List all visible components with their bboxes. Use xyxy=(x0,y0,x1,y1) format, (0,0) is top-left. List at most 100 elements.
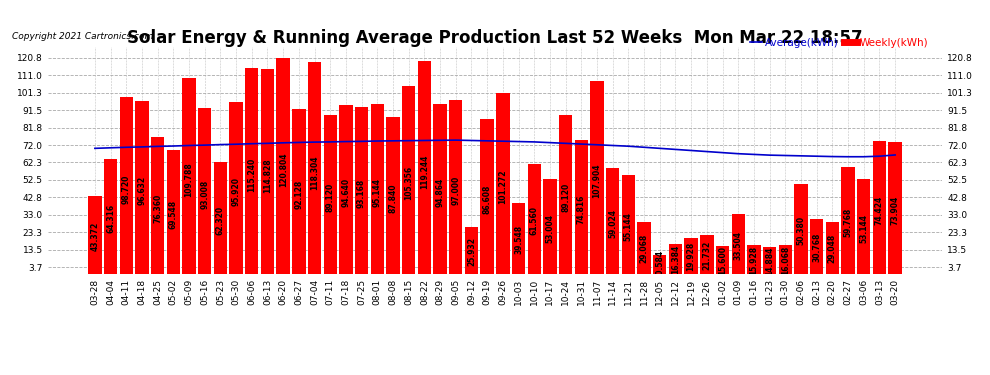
Bar xyxy=(544,179,556,274)
Text: 98.720: 98.720 xyxy=(122,174,131,204)
Text: 53.004: 53.004 xyxy=(545,214,554,243)
Text: 10.584: 10.584 xyxy=(655,250,664,279)
Bar xyxy=(120,98,133,274)
Bar xyxy=(653,255,666,274)
Bar xyxy=(559,114,572,274)
Bar xyxy=(276,58,290,274)
Bar xyxy=(778,245,792,274)
Bar xyxy=(292,109,306,274)
Text: 95.144: 95.144 xyxy=(373,178,382,207)
Text: 95.920: 95.920 xyxy=(232,177,241,206)
Text: 15.600: 15.600 xyxy=(718,246,727,275)
Bar xyxy=(464,227,478,274)
Bar xyxy=(732,214,744,274)
Text: 86.608: 86.608 xyxy=(483,185,492,214)
Text: 29.068: 29.068 xyxy=(640,234,648,264)
Text: 16.384: 16.384 xyxy=(671,245,680,274)
Bar xyxy=(166,150,180,274)
Bar xyxy=(308,62,321,274)
Bar xyxy=(340,105,352,274)
Text: 93.168: 93.168 xyxy=(357,179,366,209)
Text: 93.008: 93.008 xyxy=(200,179,209,209)
Text: 25.932: 25.932 xyxy=(467,237,476,266)
Text: 89.120: 89.120 xyxy=(326,183,335,212)
Text: 119.244: 119.244 xyxy=(420,154,429,189)
Text: 62.320: 62.320 xyxy=(216,206,225,235)
Text: 16.068: 16.068 xyxy=(781,245,790,274)
Text: 55.144: 55.144 xyxy=(624,212,633,241)
Bar xyxy=(324,114,337,274)
Bar xyxy=(182,78,196,274)
Bar xyxy=(684,238,698,274)
Bar xyxy=(606,168,620,274)
Bar xyxy=(136,101,148,274)
Text: 120.804: 120.804 xyxy=(278,153,288,188)
Bar xyxy=(794,184,808,274)
Bar xyxy=(230,102,243,274)
Text: 94.640: 94.640 xyxy=(342,178,350,207)
Text: 94.864: 94.864 xyxy=(436,178,445,207)
Bar xyxy=(402,86,416,274)
Text: 74.816: 74.816 xyxy=(577,195,586,224)
Text: 15.928: 15.928 xyxy=(749,246,758,274)
Bar xyxy=(528,164,541,274)
Bar xyxy=(370,104,384,274)
Text: Copyright 2021 Cartronics.com: Copyright 2021 Cartronics.com xyxy=(12,32,153,41)
Text: 101.272: 101.272 xyxy=(498,170,507,204)
Bar xyxy=(449,100,462,274)
Text: 115.240: 115.240 xyxy=(248,158,256,192)
Bar xyxy=(700,235,714,274)
Bar xyxy=(355,107,368,274)
Bar xyxy=(574,140,588,274)
Bar xyxy=(512,203,526,274)
Text: 76.360: 76.360 xyxy=(153,194,162,223)
Title: Solar Energy & Running Average Production Last 52 Weeks  Mon Mar 22 18:57: Solar Energy & Running Average Productio… xyxy=(127,29,863,47)
Bar xyxy=(246,68,258,274)
Bar xyxy=(480,119,494,274)
Bar xyxy=(888,142,902,274)
Bar xyxy=(842,167,854,274)
Text: 21.732: 21.732 xyxy=(702,240,712,270)
Text: 114.828: 114.828 xyxy=(263,158,272,193)
Text: 73.904: 73.904 xyxy=(891,196,900,225)
Bar xyxy=(150,137,164,274)
Bar xyxy=(747,245,760,274)
Text: 89.120: 89.120 xyxy=(561,183,570,212)
Bar xyxy=(716,246,730,274)
Bar xyxy=(434,104,446,274)
Text: 118.304: 118.304 xyxy=(310,155,319,189)
Text: 19.928: 19.928 xyxy=(687,242,696,271)
Bar xyxy=(260,69,274,274)
Bar xyxy=(214,162,227,274)
Text: 87.840: 87.840 xyxy=(388,184,398,213)
Text: 43.372: 43.372 xyxy=(90,222,99,251)
Text: 53.144: 53.144 xyxy=(859,214,868,243)
Bar xyxy=(638,222,650,274)
Bar xyxy=(104,159,117,274)
Text: 30.768: 30.768 xyxy=(812,232,821,262)
Text: 33.504: 33.504 xyxy=(734,231,742,260)
Text: 59.024: 59.024 xyxy=(608,209,617,238)
Text: 39.548: 39.548 xyxy=(514,225,523,254)
Bar xyxy=(590,81,604,274)
Text: 50.380: 50.380 xyxy=(797,216,806,245)
Bar xyxy=(88,196,102,274)
Bar xyxy=(857,179,870,274)
Bar xyxy=(826,222,840,274)
Text: 29.048: 29.048 xyxy=(828,234,837,264)
Text: 96.632: 96.632 xyxy=(138,176,147,206)
Text: 14.884: 14.884 xyxy=(765,246,774,276)
Text: 105.356: 105.356 xyxy=(404,166,413,201)
Text: 109.788: 109.788 xyxy=(184,162,193,197)
Text: 74.424: 74.424 xyxy=(875,195,884,225)
Bar xyxy=(810,219,824,274)
Text: 107.904: 107.904 xyxy=(592,164,602,198)
Bar xyxy=(386,117,400,274)
Text: 61.560: 61.560 xyxy=(530,207,539,236)
Bar xyxy=(622,175,635,274)
Bar xyxy=(873,141,886,274)
Text: 97.000: 97.000 xyxy=(451,176,460,205)
Text: 64.316: 64.316 xyxy=(106,204,115,233)
Bar xyxy=(198,108,212,274)
Bar xyxy=(763,247,776,274)
